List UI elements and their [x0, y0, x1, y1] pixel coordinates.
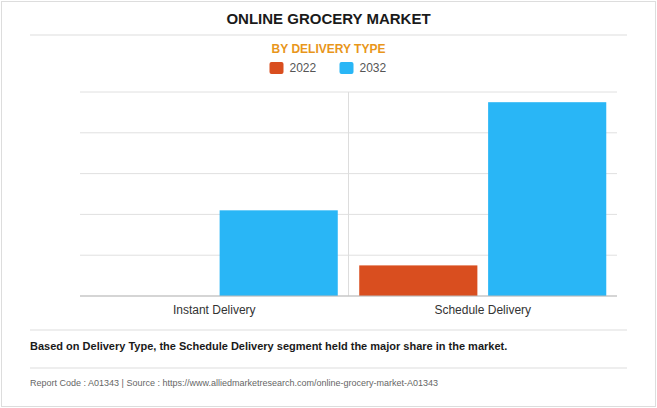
subtitle: BY DELIVERY TYPE — [272, 42, 386, 56]
divider — [348, 92, 349, 296]
legend-label: 2032 — [360, 61, 387, 75]
title: ONLINE GROCERY MARKET — [226, 10, 430, 27]
chart: ONLINE GROCERY MARKET BY DELIVERY TYPE 202… — [0, 0, 657, 408]
legend-swatch — [270, 62, 284, 74]
separator — [30, 368, 627, 369]
separator — [30, 330, 627, 331]
bar — [488, 102, 606, 296]
grid — [80, 92, 617, 296]
legend-swatch — [340, 62, 354, 74]
report-text: Report Code : A01343 | Source : https://… — [30, 378, 438, 388]
bars — [220, 102, 607, 296]
x-tick-label: Schedule Delivery — [434, 303, 531, 317]
separator — [30, 35, 627, 36]
border — [2, 2, 656, 407]
note: Based on Delivery Type, the Schedule Del… — [30, 340, 507, 352]
grid-line — [80, 296, 617, 297]
x-axis-line — [80, 296, 617, 297]
bar — [359, 265, 477, 296]
bar — [220, 210, 338, 296]
legend-label: 2022 — [290, 61, 317, 75]
x-tick-label: Instant Delivery — [173, 303, 256, 317]
legend: 2022 2032 — [270, 61, 387, 75]
